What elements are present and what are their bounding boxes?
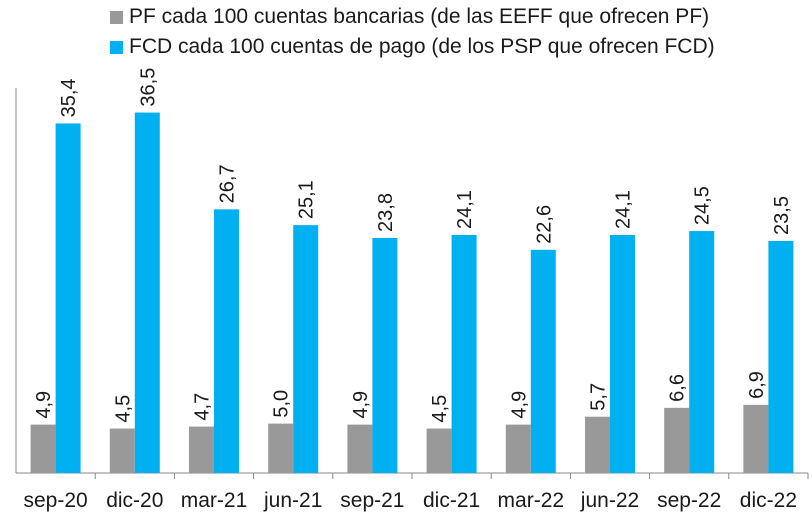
bar-fcd: [134, 112, 160, 473]
data-label-fcd: 26,7: [217, 164, 239, 203]
bar-pf: [426, 428, 452, 473]
data-label-pf: 4,9: [33, 391, 55, 419]
bar-fcd: [55, 123, 81, 474]
bar-pf: [505, 424, 531, 473]
bar-pf: [30, 424, 56, 473]
bar-fcd: [689, 231, 715, 473]
data-label-pf: 6,6: [667, 374, 689, 402]
data-label-pf: 5,0: [271, 390, 293, 418]
bar-pf: [347, 424, 373, 473]
x-tick-label: dic-21: [423, 489, 480, 512]
data-label-pf: 6,9: [746, 371, 768, 399]
bar-fcd: [610, 235, 635, 473]
x-tick-label: sep-20: [23, 489, 87, 512]
data-label-pf: 4,5: [112, 395, 134, 423]
bar-fcd: [451, 235, 477, 473]
x-tick-label: mar-22: [498, 489, 565, 512]
data-label-pf: 4,9: [508, 391, 530, 419]
data-label-fcd: 24,1: [454, 190, 476, 229]
x-tick-label: dic-22: [740, 489, 797, 512]
legend-swatch-pf: [110, 10, 123, 24]
data-label-pf: 5,7: [588, 383, 610, 411]
legend-item-fcd: FCD cada 100 cuentas de pago (de los PSP…: [110, 32, 715, 62]
x-tick-label: sep-22: [657, 489, 721, 512]
data-label-fcd: 36,5: [137, 68, 159, 107]
legend-swatch-fcd: [110, 40, 123, 54]
legend-item-pf: PF cada 100 cuentas bancarias (de las EE…: [110, 2, 715, 32]
bar-fcd: [530, 249, 556, 473]
bar-pf: [585, 416, 610, 473]
x-tick-label: sep-21: [340, 489, 404, 512]
bar-pf: [743, 404, 769, 473]
legend-label-pf: PF cada 100 cuentas bancarias (de las EE…: [129, 5, 710, 28]
bar-pf: [268, 423, 294, 473]
x-tick-label: jun-22: [580, 489, 639, 512]
bar-pf: [664, 407, 690, 473]
data-label-fcd: 23,8: [375, 193, 397, 232]
data-label-fcd: 35,4: [58, 78, 80, 117]
x-tick-label: dic-20: [106, 489, 163, 512]
data-label-fcd: 24,5: [692, 186, 714, 225]
legend-label-fcd: FCD cada 100 cuentas de pago (de los PSP…: [129, 35, 715, 58]
bar-fcd: [768, 240, 794, 473]
data-label-pf: 4,9: [350, 391, 372, 419]
data-label-pf: 4,5: [429, 395, 451, 423]
bar-pf: [109, 428, 135, 473]
data-label-fcd: 23,5: [771, 196, 793, 235]
bar-pf: [189, 426, 214, 473]
data-label-pf: 4,7: [192, 393, 214, 421]
data-label-fcd: 22,6: [533, 205, 555, 244]
x-tick-label: mar-21: [181, 489, 248, 512]
bar-fcd: [293, 225, 319, 473]
bar-fcd: [372, 237, 398, 473]
data-label-fcd: 24,1: [613, 190, 635, 229]
bar-fcd: [214, 209, 239, 473]
x-tick-label: jun-21: [263, 489, 322, 512]
legend: PF cada 100 cuentas bancarias (de las EE…: [110, 2, 715, 62]
data-label-fcd: 25,1: [296, 180, 318, 219]
